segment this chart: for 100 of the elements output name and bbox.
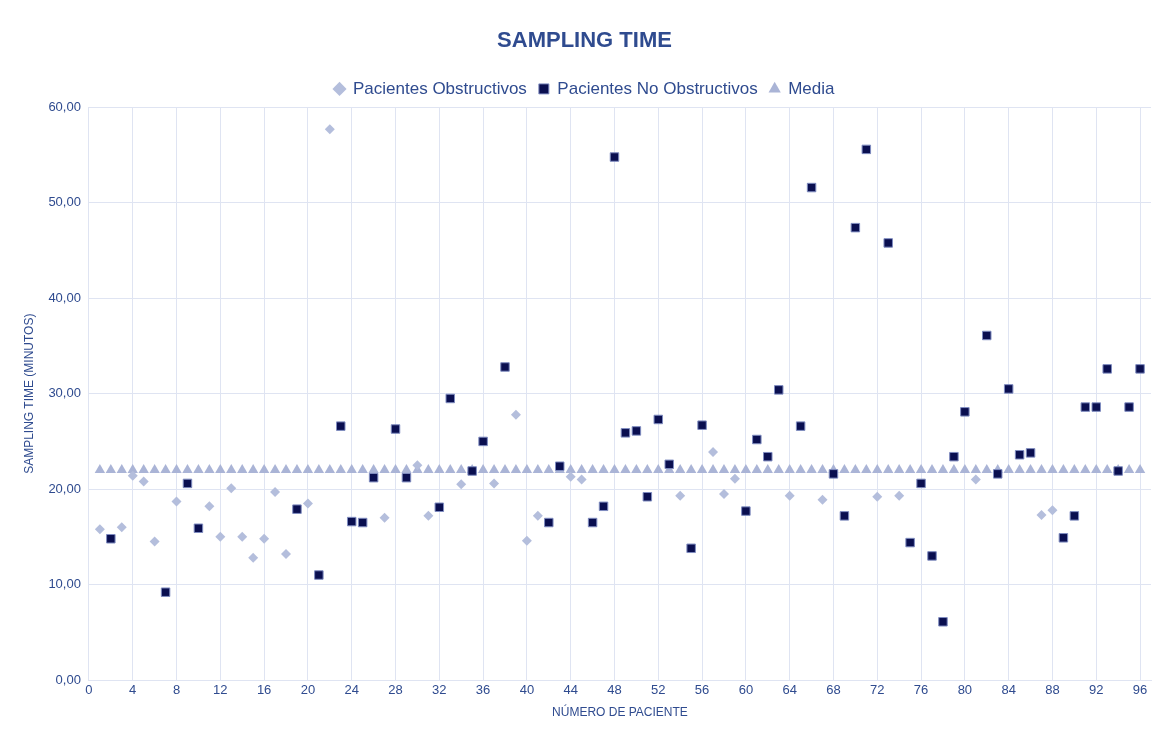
x-tick-label: 72 xyxy=(870,682,885,698)
point xyxy=(1036,509,1047,520)
point xyxy=(259,533,270,544)
point xyxy=(357,517,368,528)
point xyxy=(850,222,861,233)
point xyxy=(970,474,981,485)
point xyxy=(784,490,795,501)
x-tick-label: 60 xyxy=(738,682,754,698)
point xyxy=(302,498,313,509)
point xyxy=(226,483,237,494)
point xyxy=(532,510,543,521)
point xyxy=(795,421,806,431)
point xyxy=(510,409,521,420)
point xyxy=(1025,448,1036,458)
x-tick-label: 76 xyxy=(913,682,929,698)
point xyxy=(916,478,926,489)
x-tick-label: 12 xyxy=(213,682,228,698)
y-tick-label: 60,00 xyxy=(48,98,81,114)
x-tick-label: 64 xyxy=(782,682,797,698)
point xyxy=(138,476,149,487)
x-tick-label: 56 xyxy=(694,682,710,698)
point xyxy=(292,504,302,514)
point xyxy=(1069,511,1080,521)
point xyxy=(817,494,828,505)
point xyxy=(324,124,335,135)
y-tick-label: 40,00 xyxy=(48,289,81,305)
point xyxy=(565,471,576,482)
point xyxy=(171,496,182,507)
point xyxy=(182,478,193,489)
point xyxy=(368,472,379,483)
point xyxy=(412,460,423,471)
point xyxy=(938,617,948,627)
point xyxy=(379,512,390,523)
x-tick-label: 48 xyxy=(607,682,622,698)
point xyxy=(806,182,817,193)
point xyxy=(1135,364,1145,374)
x-tick-label: 28 xyxy=(388,682,403,698)
point xyxy=(1102,364,1112,374)
point xyxy=(478,436,488,447)
point xyxy=(675,490,686,501)
point xyxy=(686,543,696,554)
legend-label: Pacientes No Obstructivos xyxy=(557,78,758,98)
x-tick-label: 80 xyxy=(957,682,973,698)
point xyxy=(587,517,598,528)
point xyxy=(729,473,740,484)
point xyxy=(642,492,653,502)
point xyxy=(718,488,729,499)
x-tick-label: 88 xyxy=(1045,682,1060,698)
y-tick-label: 0,00 xyxy=(55,671,81,687)
point xyxy=(982,330,992,341)
point xyxy=(401,472,412,483)
point xyxy=(653,414,664,425)
x-tick-label: 16 xyxy=(256,682,272,698)
point xyxy=(883,238,893,248)
x-tick-label: 4 xyxy=(129,682,137,698)
x-tick-label: 52 xyxy=(651,682,666,698)
point xyxy=(861,144,872,155)
x-tick-label: 32 xyxy=(432,682,447,698)
point xyxy=(215,531,226,542)
point xyxy=(1003,384,1014,394)
point xyxy=(598,501,609,512)
x-tick-label: 36 xyxy=(475,682,491,698)
point xyxy=(949,451,959,462)
point xyxy=(106,534,116,544)
point xyxy=(500,362,510,372)
legend-label: Media xyxy=(788,78,836,98)
point xyxy=(544,517,554,528)
point xyxy=(839,511,850,521)
point xyxy=(1047,505,1058,516)
point xyxy=(697,420,707,430)
point xyxy=(960,407,970,417)
point xyxy=(763,451,773,462)
point xyxy=(1080,402,1091,412)
point xyxy=(336,421,346,431)
point xyxy=(1091,402,1101,412)
y-tick-label: 50,00 xyxy=(48,194,81,210)
point xyxy=(1014,450,1025,460)
x-tick-label: 40 xyxy=(519,682,535,698)
y-axis-title: SAMPLING TIME (MINUTOS) xyxy=(21,313,36,474)
point xyxy=(204,501,215,512)
chart-title: SAMPLING TIME xyxy=(497,27,672,53)
x-tick-label: 24 xyxy=(344,682,359,698)
point xyxy=(281,549,292,560)
point xyxy=(872,491,883,502)
point xyxy=(270,487,281,497)
point xyxy=(248,552,259,563)
x-tick-label: 92 xyxy=(1089,682,1104,698)
point xyxy=(992,469,1003,479)
x-axis-title: NÚMERO DE PACIENTE xyxy=(552,704,688,720)
y-tick-label: 10,00 xyxy=(48,576,81,592)
x-tick-label: 44 xyxy=(563,682,578,698)
point xyxy=(445,393,455,404)
point xyxy=(631,426,642,436)
point xyxy=(489,478,500,489)
point xyxy=(193,523,204,533)
point xyxy=(752,434,762,445)
point xyxy=(456,479,467,490)
point xyxy=(576,474,587,485)
point xyxy=(346,516,357,527)
point xyxy=(905,537,915,548)
